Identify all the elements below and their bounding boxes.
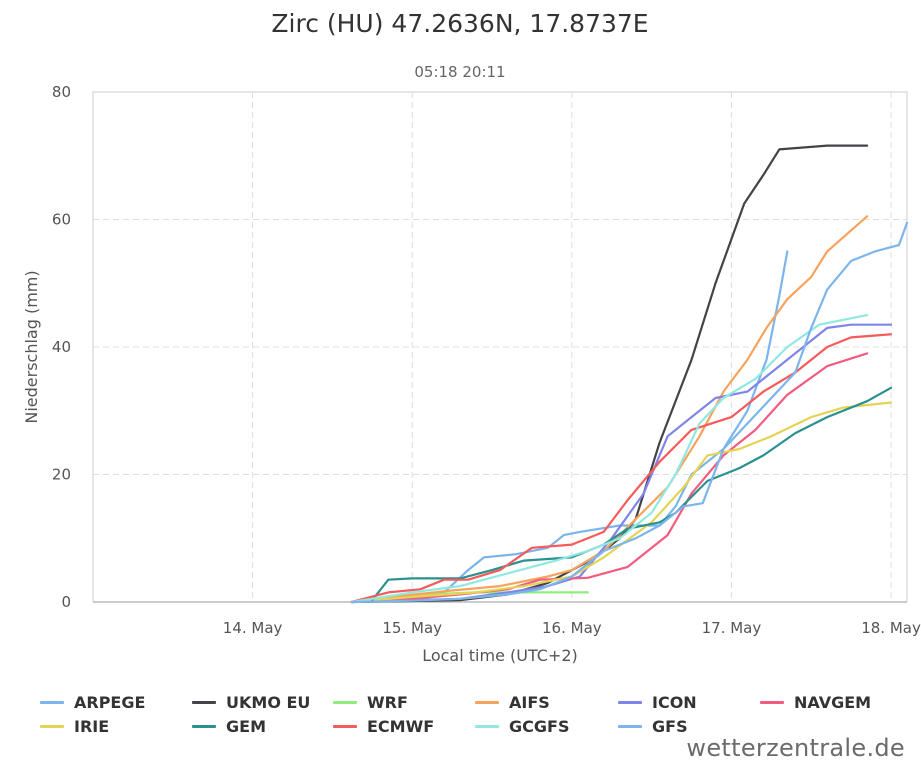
precipitation-chart: Zirc (HU) 47.2636N, 17.8737E 05:18 20:11… — [22, 9, 921, 665]
y-axis-title: Niederschlag (mm) — [22, 270, 41, 423]
legend-label-navgem: NAVGEM — [794, 692, 872, 712]
series-line-irie[interactable] — [350, 401, 893, 604]
series-line-icon[interactable] — [350, 323, 893, 604]
legend-label-gcgfs: GCGFS — [509, 716, 570, 736]
legend-swatch-ecmwf — [333, 724, 357, 728]
legend-item-aifs[interactable]: AIFS — [475, 690, 550, 714]
legend-swatch-gcgfs — [475, 724, 499, 728]
series-line-gem[interactable] — [371, 386, 893, 602]
legend-swatch-icon — [618, 700, 642, 704]
x-tick-label: 16. May — [542, 619, 602, 637]
legend-swatch-wrf — [333, 700, 357, 704]
y-tick-label: 40 — [52, 338, 71, 356]
series-line-gfs[interactable] — [350, 221, 909, 604]
legend-item-arpege[interactable]: ARPEGE — [40, 690, 145, 714]
legend-item-navgem[interactable]: NAVGEM — [760, 690, 871, 714]
x-tick-label: 18. May — [861, 619, 921, 637]
legend-label-aifs: AIFS — [509, 692, 550, 712]
legend-label-wrf: WRF — [367, 692, 408, 712]
legend-row-1: ARPEGE UKMO EU WRF AIFS ICON NAVGEM — [40, 690, 900, 714]
series-line-navgem[interactable] — [350, 352, 869, 604]
legend-item-gem[interactable]: GEM — [192, 714, 266, 738]
series-line-ukmo-eu[interactable] — [350, 144, 869, 604]
x-axis-title: Local time (UTC+2) — [422, 646, 578, 665]
legend-item-irie[interactable]: IRIE — [40, 714, 109, 738]
legend-label-ukmo-eu: UKMO EU — [226, 692, 311, 712]
legend-item-gfs[interactable]: GFS — [618, 714, 688, 738]
credit-watermark: wetterzentrale.de — [686, 734, 905, 762]
legend-swatch-arpege — [40, 700, 64, 704]
legend-item-icon[interactable]: ICON — [618, 690, 697, 714]
legend-item-wrf[interactable]: WRF — [333, 690, 408, 714]
legend-swatch-ukmo-eu — [192, 700, 216, 704]
legend-item-ukmo-eu[interactable]: UKMO EU — [192, 690, 310, 714]
y-tick-label: 80 — [52, 83, 71, 101]
legend-row-2: IRIE GEM ECMWF GCGFS GFS — [40, 714, 900, 738]
x-tick-label: 17. May — [702, 619, 762, 637]
legend-label-irie: IRIE — [74, 716, 110, 736]
axis-layer: 0 20 40 60 80 14. May 15. May 16. May 17. May 18.… — [52, 83, 921, 637]
grid-layer — [92, 91, 908, 603]
series-line-aifs[interactable] — [350, 215, 869, 604]
legend: ARPEGE UKMO EU WRF AIFS ICON NAVGEM IRIE — [40, 690, 900, 738]
legend-label-icon: ICON — [652, 692, 697, 712]
legend-swatch-gem — [192, 724, 216, 728]
legend-item-ecmwf[interactable]: ECMWF — [333, 714, 434, 738]
series-line-ecmwf[interactable] — [350, 333, 893, 604]
chart-subtitle: 05:18 20:11 — [414, 63, 505, 81]
x-tick-label: 14. May — [223, 619, 283, 637]
legend-swatch-gfs — [618, 724, 642, 728]
legend-swatch-irie — [40, 724, 64, 728]
legend-swatch-aifs — [475, 700, 499, 704]
y-tick-label: 0 — [61, 593, 71, 611]
legend-swatch-navgem — [760, 700, 784, 704]
y-tick-label: 60 — [52, 211, 71, 229]
series-line-arpege[interactable] — [350, 250, 789, 604]
legend-item-gcgfs[interactable]: GCGFS — [475, 714, 569, 738]
y-tick-label: 20 — [52, 466, 71, 484]
chart-title: Zirc (HU) 47.2636N, 17.8737E — [271, 9, 648, 38]
legend-label-gem: GEM — [226, 716, 266, 736]
legend-label-ecmwf: ECMWF — [367, 716, 435, 736]
series-line-gcgfs[interactable] — [350, 314, 869, 604]
legend-label-gfs: GFS — [652, 716, 688, 736]
x-tick-label: 15. May — [382, 619, 442, 637]
legend-label-arpege: ARPEGE — [74, 692, 146, 712]
series-layer — [350, 144, 909, 604]
